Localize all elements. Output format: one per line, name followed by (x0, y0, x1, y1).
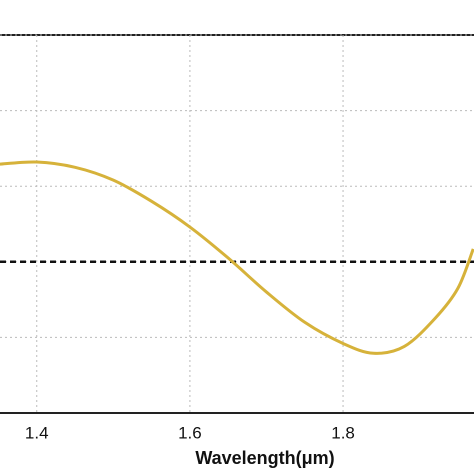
data-line (0, 160, 474, 355)
x-tick-label: 1.6 (178, 423, 202, 442)
x-tick-label: 1.8 (331, 423, 355, 442)
x-tick-label: 1.4 (25, 423, 49, 442)
x-axis-title: Wavelength(μm) (195, 448, 334, 468)
